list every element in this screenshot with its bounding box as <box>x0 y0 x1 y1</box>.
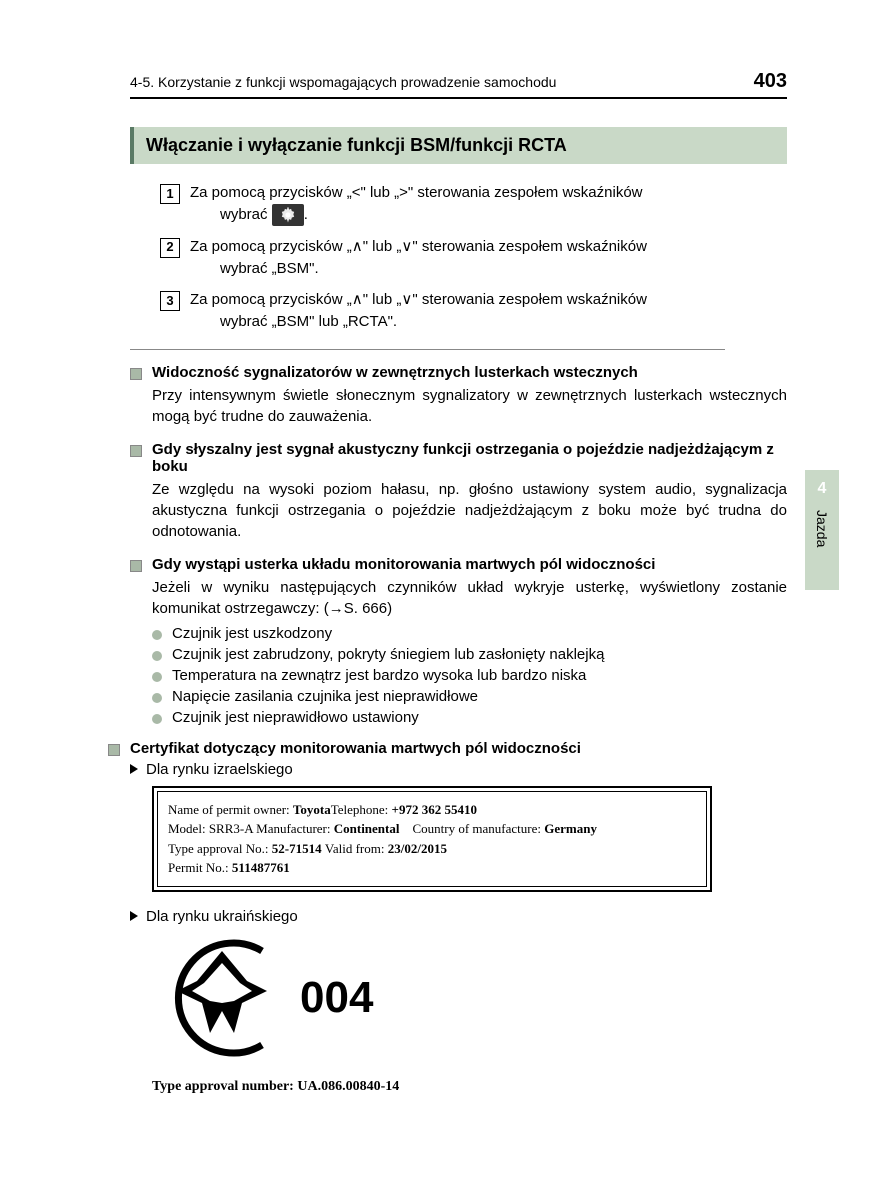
cert-field: Country of manufacture: <box>399 821 544 836</box>
cert-value: 52-71514 <box>272 841 325 856</box>
list-item: Czujnik jest uszkodzony <box>152 625 787 642</box>
list-item: Temperatura na zewnątrz jest bardzo wyso… <box>152 667 787 684</box>
step-3: 3 Za pomocą przycisków „∧" lub „∨" stero… <box>160 289 787 333</box>
cert-value: Germany <box>544 821 597 836</box>
list-item: Napięcie zasilania czujnika jest niepraw… <box>152 688 787 705</box>
market-item: Dla rynku ukraińskiego <box>130 908 787 925</box>
cert-value: Continental <box>334 821 400 836</box>
side-tab: 4 Jazda <box>805 470 839 590</box>
step-2: 2 Za pomocą przycisków „∧" lub „∨" stero… <box>160 236 787 280</box>
step-text: . <box>304 206 308 223</box>
market-label: Dla rynku izraelskiego <box>146 761 293 778</box>
breadcrumb: 4-5. Korzystanie z funkcji wspomagającyc… <box>130 74 556 90</box>
section-title: Włączanie i wyłączanie funkcji BSM/funkc… <box>130 127 787 164</box>
info-section: Widoczność sygnalizatorów w zewnętrznych… <box>130 364 787 427</box>
cert-field: Model: <box>168 821 209 836</box>
bullet-text: Czujnik jest uszkodzony <box>172 625 332 642</box>
info-title: Gdy wystąpi usterka układu monitorowania… <box>152 556 655 573</box>
bullet-text: Napięcie zasilania czujnika jest niepraw… <box>172 688 478 705</box>
step-text: Za pomocą przycisków „∧" lub „∨" sterowa… <box>190 291 647 308</box>
bullet-list: Czujnik jest uszkodzony Czujnik jest zab… <box>152 625 787 726</box>
info-section: Gdy słyszalny jest sygnał akustyczny fun… <box>130 441 787 542</box>
market-item: Dla rynku izraelskiego <box>130 761 787 778</box>
list-item: Czujnik jest nieprawidłowo ustawiony <box>152 709 787 726</box>
square-marker-icon <box>130 368 142 380</box>
certificate-box: Name of permit owner: ToyotaTelephone: +… <box>152 786 712 892</box>
step-text: wybrać „BSM". <box>220 260 319 277</box>
page-header: 4-5. Korzystanie z funkcji wspomagającyc… <box>130 70 787 99</box>
step-number: 3 <box>160 291 180 311</box>
cert-field: Telephone: <box>331 802 392 817</box>
info-body: Przy intensywnym świetle słonecznym sygn… <box>152 385 787 427</box>
step-text: Za pomocą przycisków „<" lub „>" sterowa… <box>190 184 643 201</box>
cert-value: 23/02/2015 <box>388 841 447 856</box>
info-title: Gdy słyszalny jest sygnał akustyczny fun… <box>152 441 787 475</box>
square-marker-icon <box>130 445 142 457</box>
cert-value: SRR3-A <box>209 821 256 836</box>
type-approval: Type approval number: UA.086.00840-14 <box>152 1079 787 1095</box>
step-text: wybrać <box>220 206 272 223</box>
square-marker-icon <box>108 744 120 756</box>
certificate-section: Certyfikat dotyczący monitorowania martw… <box>108 740 787 1095</box>
list-item: Czujnik jest zabrudzony, pokryty śniegie… <box>152 646 787 663</box>
step-number: 2 <box>160 238 180 258</box>
divider <box>130 349 725 350</box>
triangle-marker-icon <box>130 764 138 774</box>
cert-value: Toyota <box>293 802 331 817</box>
circle-marker-icon <box>152 651 162 661</box>
ukraine-conformity-icon <box>152 933 292 1063</box>
market-label: Dla rynku ukraińskiego <box>146 908 298 925</box>
cert-field: Name of permit owner: <box>168 802 293 817</box>
cert-field: Permit No.: <box>168 860 232 875</box>
circle-marker-icon <box>152 672 162 682</box>
chapter-name: Jazda <box>814 510 830 547</box>
page-number: 403 <box>754 70 787 93</box>
ukraine-mark: 004 <box>152 933 787 1063</box>
circle-marker-icon <box>152 714 162 724</box>
step-text: Za pomocą przycisków „∧" lub „∨" sterowa… <box>190 238 647 255</box>
info-section: Gdy wystąpi usterka układu monitorowania… <box>130 556 787 726</box>
step-number: 1 <box>160 184 180 204</box>
cert-value: +972 362 55410 <box>392 802 477 817</box>
bullet-text: Czujnik jest zabrudzony, pokryty śniegie… <box>172 646 604 663</box>
cert-field: Type approval No.: <box>168 841 272 856</box>
chapter-number: 4 <box>818 480 827 498</box>
triangle-marker-icon <box>130 911 138 921</box>
step-text: wybrać „BSM" lub „RCTA". <box>220 313 397 330</box>
circle-marker-icon <box>152 693 162 703</box>
bullet-text: Temperatura na zewnątrz jest bardzo wyso… <box>172 667 586 684</box>
ukraine-mark-number: 004 <box>300 973 373 1023</box>
step-1: 1 Za pomocą przycisków „<" lub „>" stero… <box>160 182 787 226</box>
bullet-text: Czujnik jest nieprawidłowo ustawiony <box>172 709 419 726</box>
cert-value: 511487761 <box>232 860 290 875</box>
cert-title: Certyfikat dotyczący monitorowania martw… <box>130 740 581 757</box>
info-title: Widoczność sygnalizatorów w zewnętrznych… <box>152 364 638 381</box>
circle-marker-icon <box>152 630 162 640</box>
steps-list: 1 Za pomocą przycisków „<" lub „>" stero… <box>160 182 787 333</box>
info-body: Ze względu na wysoki poziom hałasu, np. … <box>152 479 787 542</box>
gear-icon <box>272 204 304 226</box>
cert-field: Manufacturer: <box>256 821 334 836</box>
type-approval-label: Type approval number: <box>152 1079 297 1094</box>
square-marker-icon <box>130 560 142 572</box>
cert-field: Valid from: <box>325 841 388 856</box>
info-body: Jeżeli w wyniku następujących czynników … <box>152 577 787 619</box>
type-approval-value: UA.086.00840-14 <box>297 1079 399 1094</box>
